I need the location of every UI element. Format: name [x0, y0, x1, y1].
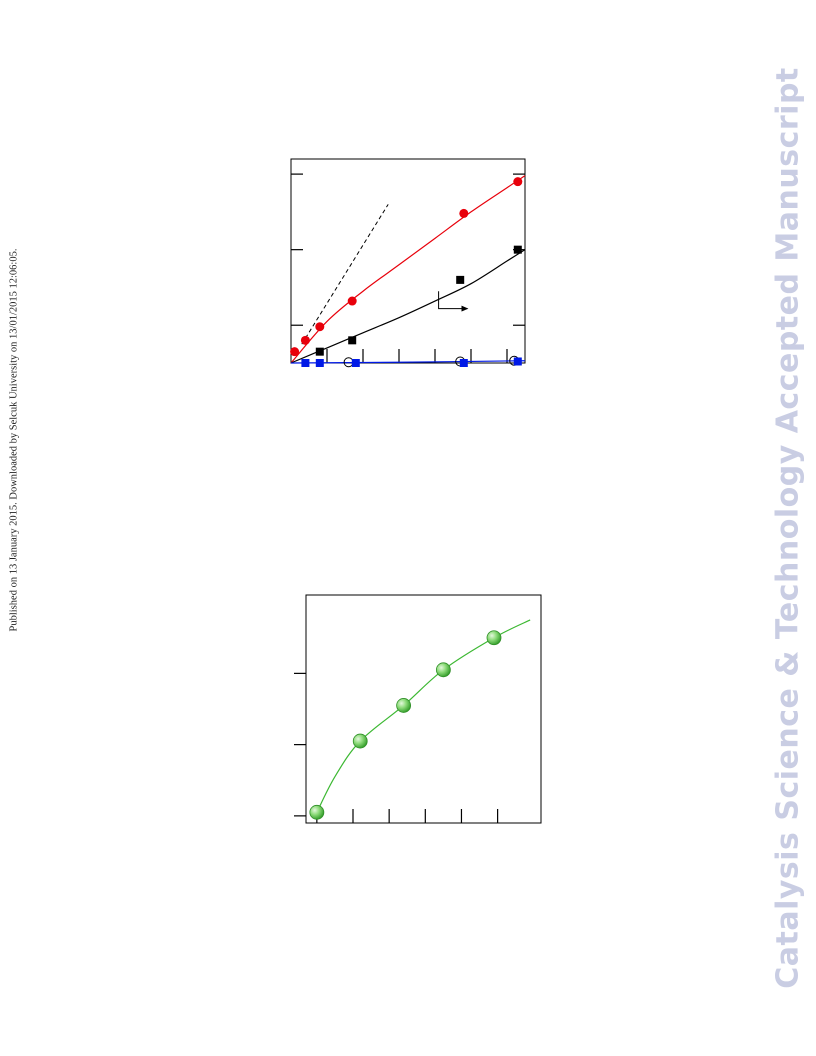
- bottom-plot: [294, 594, 542, 824]
- data-point: [315, 359, 324, 367]
- data-point: [301, 359, 310, 367]
- data-point: [513, 245, 522, 254]
- data-point: [309, 804, 325, 820]
- data-point: [352, 733, 368, 749]
- fit-curve: [316, 619, 531, 813]
- data-point: [300, 335, 310, 345]
- plot-frame: [290, 158, 526, 364]
- data-point: [347, 296, 357, 306]
- top-plot: [290, 158, 526, 368]
- data-point: [396, 698, 412, 713]
- data-point: [435, 662, 451, 678]
- data-point: [459, 208, 469, 218]
- data-point: [513, 177, 523, 187]
- dashed-reference-line: [301, 204, 389, 345]
- fit-curve: [290, 249, 526, 364]
- data-point: [315, 322, 325, 332]
- annotation-arrow: [438, 291, 469, 312]
- data-point: [315, 347, 324, 356]
- data-point: [459, 359, 468, 367]
- data-point: [351, 359, 360, 367]
- data-point: [513, 357, 522, 366]
- data-point: [486, 630, 502, 646]
- plot-frame: [305, 594, 542, 824]
- fit-curve: [290, 175, 526, 364]
- data-point: [348, 336, 357, 345]
- data-point: [290, 347, 300, 357]
- data-point: [456, 275, 465, 284]
